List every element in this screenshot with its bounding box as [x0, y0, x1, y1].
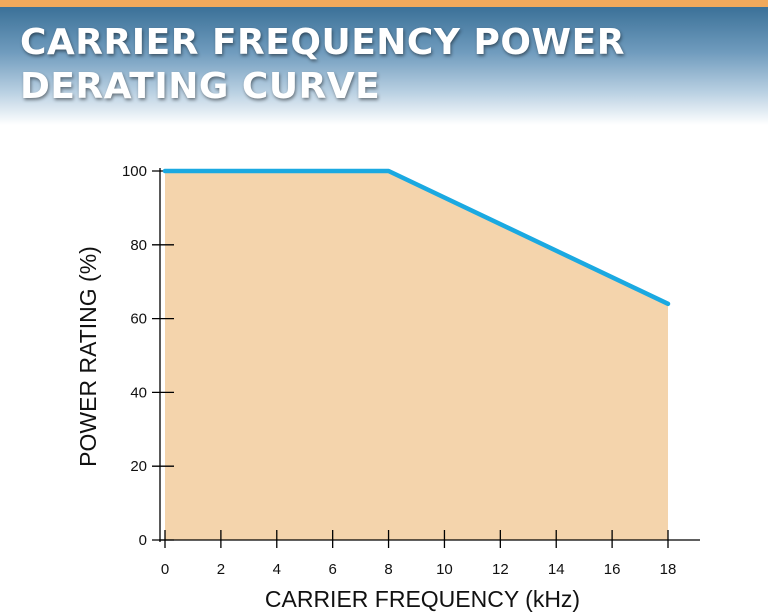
title-line-1: CARRIER FREQUENCY POWER	[20, 22, 625, 63]
derating-curve-line	[162, 168, 671, 307]
y-tick-label: 60	[130, 311, 147, 328]
chart-axes	[159, 168, 700, 542]
x-tick-label: 0	[161, 561, 169, 578]
x-tick-label: 6	[328, 561, 336, 578]
y-tick-label: 80	[130, 237, 147, 254]
x-tick-label: 18	[660, 561, 677, 578]
y-tick-group: 0 20 40 60 80 100	[122, 163, 174, 549]
x-tick-group: 0 2 4 6 8 10 12 14 16 18	[161, 530, 677, 578]
page-title: CARRIER FREQUENCY POWER DERATING CURVE	[20, 21, 720, 109]
x-tick-label: 16	[604, 561, 621, 578]
y-tick-label: 100	[122, 163, 147, 180]
x-tick-label: 8	[384, 561, 392, 578]
x-tick-label: 10	[436, 561, 453, 578]
y-tick-label: 0	[139, 532, 147, 549]
y-tick-label: 20	[130, 458, 147, 475]
x-tick-label: 2	[217, 561, 225, 578]
x-tick-label: 4	[273, 561, 281, 578]
title-line-2: DERATING CURVE	[20, 66, 381, 107]
y-tick-label: 40	[130, 384, 147, 401]
top-accent-stripe	[0, 0, 768, 7]
y-axis-title: POWER RATING (%)	[75, 246, 101, 467]
x-axis-title: CARRIER FREQUENCY (kHz)	[265, 586, 580, 612]
title-banner: CARRIER FREQUENCY POWER DERATING CURVE	[0, 7, 768, 125]
x-tick-label: 14	[548, 561, 565, 578]
power-area-fill	[165, 171, 668, 540]
x-tick-label: 12	[492, 561, 509, 578]
